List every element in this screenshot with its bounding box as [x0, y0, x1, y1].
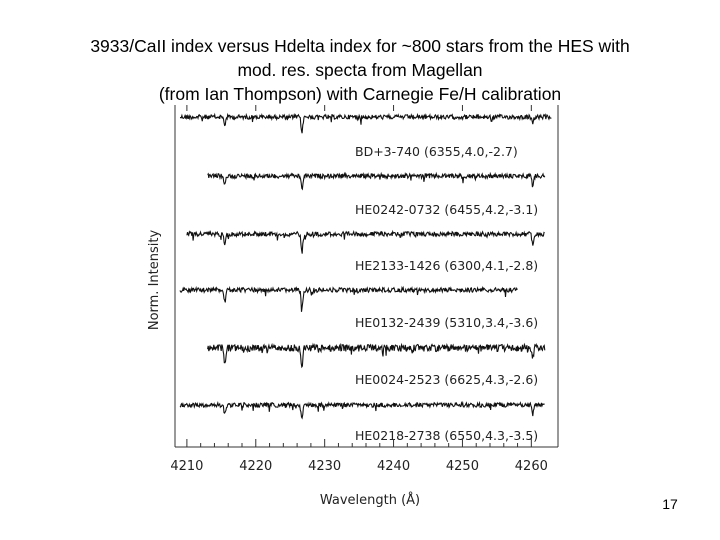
x-tick-label: 4240: [377, 459, 410, 474]
x-tick-label: 4220: [239, 459, 272, 474]
spectrum-line: [207, 171, 546, 191]
series-label: HE0242-0732 (6455,4.2,-3.1): [355, 202, 538, 217]
series-label: HE0218-2738 (6550,4.3,-3.5): [355, 428, 538, 443]
x-tick-label: 4210: [170, 459, 203, 474]
x-tick-label: 4260: [515, 459, 548, 474]
x-axis: 4210 4220 4230 4240 4250 4260: [170, 105, 548, 474]
spectrum-line: [179, 400, 545, 420]
spectrum-line: [207, 342, 546, 369]
series-labels: BD+3-740 (6355,4.0,-2.7) HE0242-0732 (645…: [355, 144, 538, 443]
x-tick-label: 4230: [308, 459, 341, 474]
spectrum-line: [186, 229, 545, 254]
x-tick-label: 4250: [446, 459, 479, 474]
spectrum-line: [179, 112, 552, 134]
series-label: BD+3-740 (6355,4.0,-2.7): [355, 144, 518, 159]
slide-title: 3933/CaII index versus Hdelta index for …: [20, 34, 700, 106]
title-line-3: (from Ian Thompson) with Carnegie Fe/H c…: [158, 84, 562, 104]
title-line-2: mod. res. specta from Magellan: [237, 60, 483, 80]
series-label: HE0024-2523 (6625,4.3,-2.6): [355, 372, 538, 387]
title-line-1: 3933/CaII index versus Hdelta index for …: [90, 36, 630, 56]
y-axis-label: Norm. Intensity: [147, 230, 162, 331]
page-number: 17: [662, 496, 678, 512]
series-label: HE0132-2439 (5310,3.4,-3.6): [355, 315, 538, 330]
spectrum-line: [179, 285, 518, 312]
series-label: HE2133-1426 (6300,4.1,-2.8): [355, 258, 538, 273]
spectra-group: [179, 112, 552, 420]
x-axis-label: Wavelength (Å): [320, 492, 420, 508]
